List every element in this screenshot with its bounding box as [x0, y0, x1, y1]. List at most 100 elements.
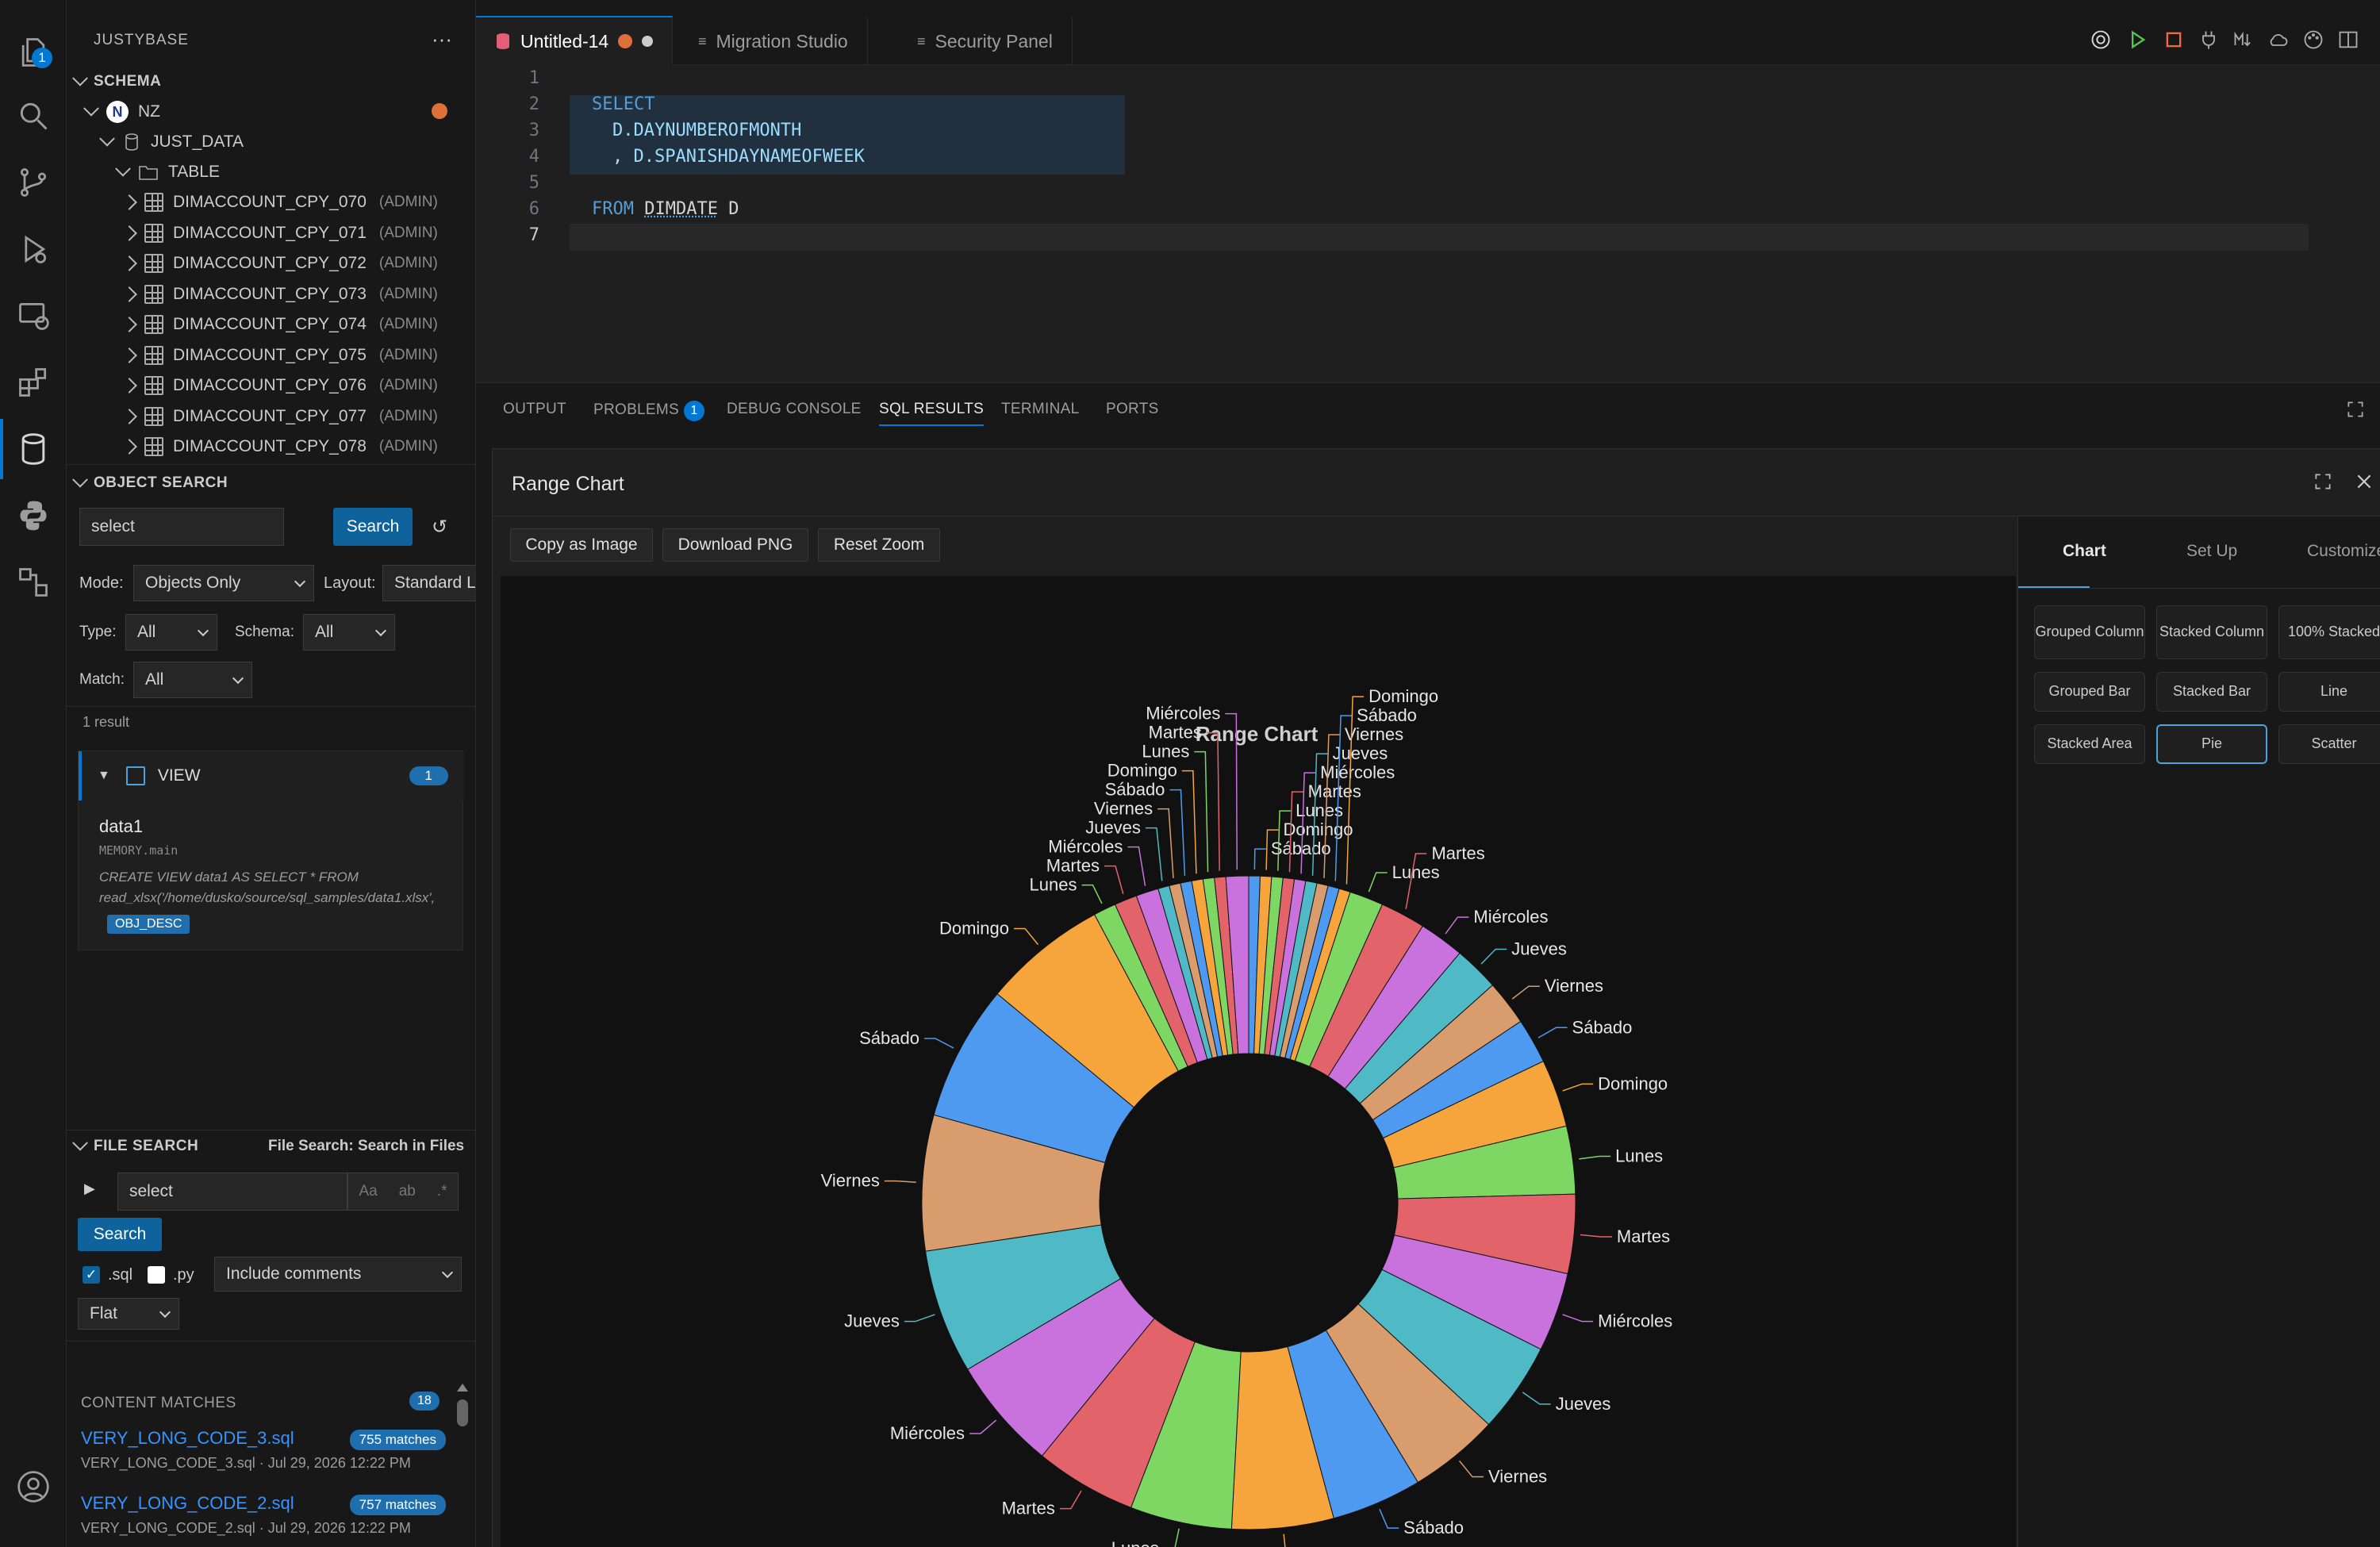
- panel-tab-debug-console[interactable]: DEBUG CONSOLE: [727, 401, 862, 417]
- ai-assistant-icon[interactable]: [2090, 29, 2112, 51]
- layout-select[interactable]: Standard L: [382, 565, 475, 601]
- whole-word-toggle[interactable]: ab: [398, 1183, 416, 1200]
- scroll-up-arrow[interactable]: [457, 1384, 468, 1392]
- search-options: Aa ab .*: [347, 1173, 459, 1211]
- python-icon[interactable]: [11, 493, 56, 538]
- tree-table-item[interactable]: DIMACCOUNT_CPY_072 (ADMIN): [121, 248, 438, 278]
- match-case-toggle[interactable]: Aa: [359, 1183, 378, 1200]
- schema-select[interactable]: All: [303, 614, 395, 651]
- tree-connection-nz[interactable]: N NZ: [83, 97, 160, 127]
- palette-icon[interactable]: [2302, 29, 2324, 51]
- tree-table-item[interactable]: DIMACCOUNT_CPY_071 (ADMIN): [121, 218, 438, 248]
- cloud-icon[interactable]: [2267, 29, 2290, 51]
- chart-type-100-stacked[interactable]: 100% Stacked: [2278, 605, 2380, 659]
- account-icon[interactable]: [11, 1464, 56, 1509]
- type-select[interactable]: All: [125, 614, 217, 651]
- panel-tab-output[interactable]: OUTPUT: [503, 401, 566, 417]
- list-item[interactable]: VERY_LONG_CODE_2.sql 757 matches VERY_LONG…: [81, 1493, 462, 1537]
- tree-folder-table[interactable]: TABLE: [115, 157, 220, 187]
- flow-icon[interactable]: [11, 560, 56, 605]
- pie-slice[interactable]: [1225, 875, 1250, 1054]
- tab-security-panel[interactable]: ≡ Security Panel: [898, 17, 1073, 65]
- py-checkbox[interactable]: [148, 1266, 165, 1284]
- tree-table-item[interactable]: DIMACCOUNT_CPY_074 (ADMIN): [121, 309, 438, 340]
- chart-type-pie[interactable]: Pie: [2156, 724, 2267, 764]
- refresh-icon[interactable]: ↺: [432, 516, 448, 538]
- connection-label: NZ: [138, 102, 160, 121]
- close-icon[interactable]: [2354, 471, 2374, 492]
- copy-as-image-button[interactable]: Copy as Image: [510, 528, 653, 562]
- remote-explorer-icon[interactable]: [11, 294, 56, 338]
- stop-icon[interactable]: [2163, 29, 2185, 51]
- maximize-panel-icon[interactable]: [2345, 399, 2366, 420]
- markdown-icon[interactable]: [2232, 29, 2255, 51]
- plug-icon[interactable]: [2198, 29, 2220, 51]
- tab-chart[interactable]: Chart: [2063, 542, 2106, 560]
- pie-chart[interactable]: Range Chart SábadoDomingoLunesMartesMiér…: [501, 576, 2016, 1547]
- view-group-header[interactable]: ▼ VIEW 1: [79, 751, 464, 800]
- code-editor[interactable]: 1 2 3 4 5 6 7 SELECT D.DAYNUMBEROFMONTH …: [476, 65, 2380, 382]
- folder-label: TABLE: [168, 163, 220, 181]
- source-control-icon[interactable]: [11, 160, 56, 205]
- extensions-icon[interactable]: [11, 360, 56, 405]
- matches-scrollbar[interactable]: [457, 1384, 468, 1542]
- split-editor-icon[interactable]: [2337, 29, 2359, 51]
- chart-type-grouped-column[interactable]: Grouped Column: [2034, 605, 2145, 659]
- chart-area[interactable]: Range Chart Sábado Domingo Lunes Martes Miér…: [501, 576, 2016, 1547]
- panel-tab-ports[interactable]: PORTS: [1106, 401, 1159, 417]
- chart-type-line[interactable]: Line: [2278, 672, 2380, 712]
- object-search-input[interactable]: select: [79, 508, 284, 546]
- expand-replace-icon[interactable]: ▶: [84, 1180, 95, 1196]
- table-owner: (ADMIN): [378, 316, 438, 332]
- result-tag[interactable]: OBJ_DESC: [107, 915, 190, 934]
- chart-type-stacked-column[interactable]: Stacked Column: [2156, 605, 2267, 659]
- tree-table-item[interactable]: DIMACCOUNT_CPY_070 (ADMIN): [121, 187, 438, 217]
- tree-table-item[interactable]: DIMACCOUNT_CPY_075 (ADMIN): [121, 340, 438, 370]
- tree-table-item[interactable]: DIMACCOUNT_CPY_077 (ADMIN): [121, 401, 438, 432]
- tab-customize[interactable]: Customize: [2307, 542, 2380, 560]
- tree-table-item[interactable]: DIMACCOUNT_CPY_076 (ADMIN): [121, 370, 438, 401]
- object-search-header[interactable]: OBJECT SEARCH: [72, 471, 228, 492]
- panel-tab-sql-results[interactable]: SQL RESULTS: [879, 401, 985, 426]
- chart-type-grouped-bar[interactable]: Grouped Bar: [2034, 672, 2145, 712]
- run-icon[interactable]: [2126, 29, 2148, 51]
- tab-migration-studio[interactable]: ≡ Migration Studio: [679, 17, 868, 65]
- result-name[interactable]: data1: [99, 816, 144, 836]
- chart-type-scatter[interactable]: Scatter: [2278, 724, 2380, 764]
- tab-untitled-14[interactable]: Untitled-14: [476, 16, 674, 65]
- code-line-4: , D.SPANISHDAYNAMEOFWEEK: [612, 147, 865, 167]
- tree-database[interactable]: JUST_DATA: [99, 127, 244, 157]
- chart-type-stacked-area[interactable]: Stacked Area: [2034, 724, 2145, 764]
- tree-table-item[interactable]: DIMACCOUNT_CPY_073 (ADMIN): [121, 279, 438, 309]
- panel-tab-terminal[interactable]: TERMINAL: [1001, 401, 1080, 417]
- reset-zoom-button[interactable]: Reset Zoom: [818, 528, 940, 562]
- view-mode-select[interactable]: Flat: [78, 1298, 179, 1330]
- chart-type-stacked-bar[interactable]: Stacked Bar: [2156, 672, 2267, 712]
- file-search-input[interactable]: select: [117, 1173, 347, 1211]
- run-debug-icon[interactable]: [11, 227, 56, 271]
- file-search-button[interactable]: Search: [78, 1218, 162, 1251]
- list-item[interactable]: VERY_LONG_CODE_3.sql 755 matches VERY_LONG…: [81, 1428, 462, 1472]
- file-search-header[interactable]: FILE SEARCH: [72, 1134, 198, 1155]
- match-select[interactable]: All: [133, 662, 252, 698]
- tree-table-item[interactable]: DIMACCOUNT_CPY_078 (ADMIN): [121, 432, 438, 462]
- database-icon[interactable]: [11, 427, 56, 471]
- match-file-link[interactable]: VERY_LONG_CODE_3.sql: [81, 1428, 294, 1448]
- tab-set-up[interactable]: Set Up: [2186, 542, 2238, 560]
- chevron-down-icon: [294, 575, 306, 588]
- match-file-link[interactable]: VERY_LONG_CODE_2.sql: [81, 1493, 294, 1513]
- fullscreen-icon[interactable]: [2313, 471, 2333, 492]
- close-tab-icon[interactable]: [642, 36, 654, 47]
- schema-section-header[interactable]: SCHEMA: [72, 70, 161, 90]
- regex-toggle[interactable]: .*: [436, 1183, 447, 1200]
- more-actions-icon[interactable]: ···: [432, 27, 452, 51]
- slice-label: Martes: [1308, 781, 1361, 801]
- mode-select[interactable]: Objects Only: [133, 565, 314, 601]
- object-search-button[interactable]: Search: [333, 508, 413, 546]
- download-png-button[interactable]: Download PNG: [662, 528, 808, 562]
- search-icon[interactable]: [11, 94, 56, 138]
- panel-tab-problems[interactable]: PROBLEMS 1: [593, 401, 704, 421]
- scroll-thumb[interactable]: [457, 1399, 468, 1426]
- comments-select[interactable]: Include comments: [214, 1257, 462, 1292]
- sql-checkbox[interactable]: ✓: [83, 1266, 100, 1284]
